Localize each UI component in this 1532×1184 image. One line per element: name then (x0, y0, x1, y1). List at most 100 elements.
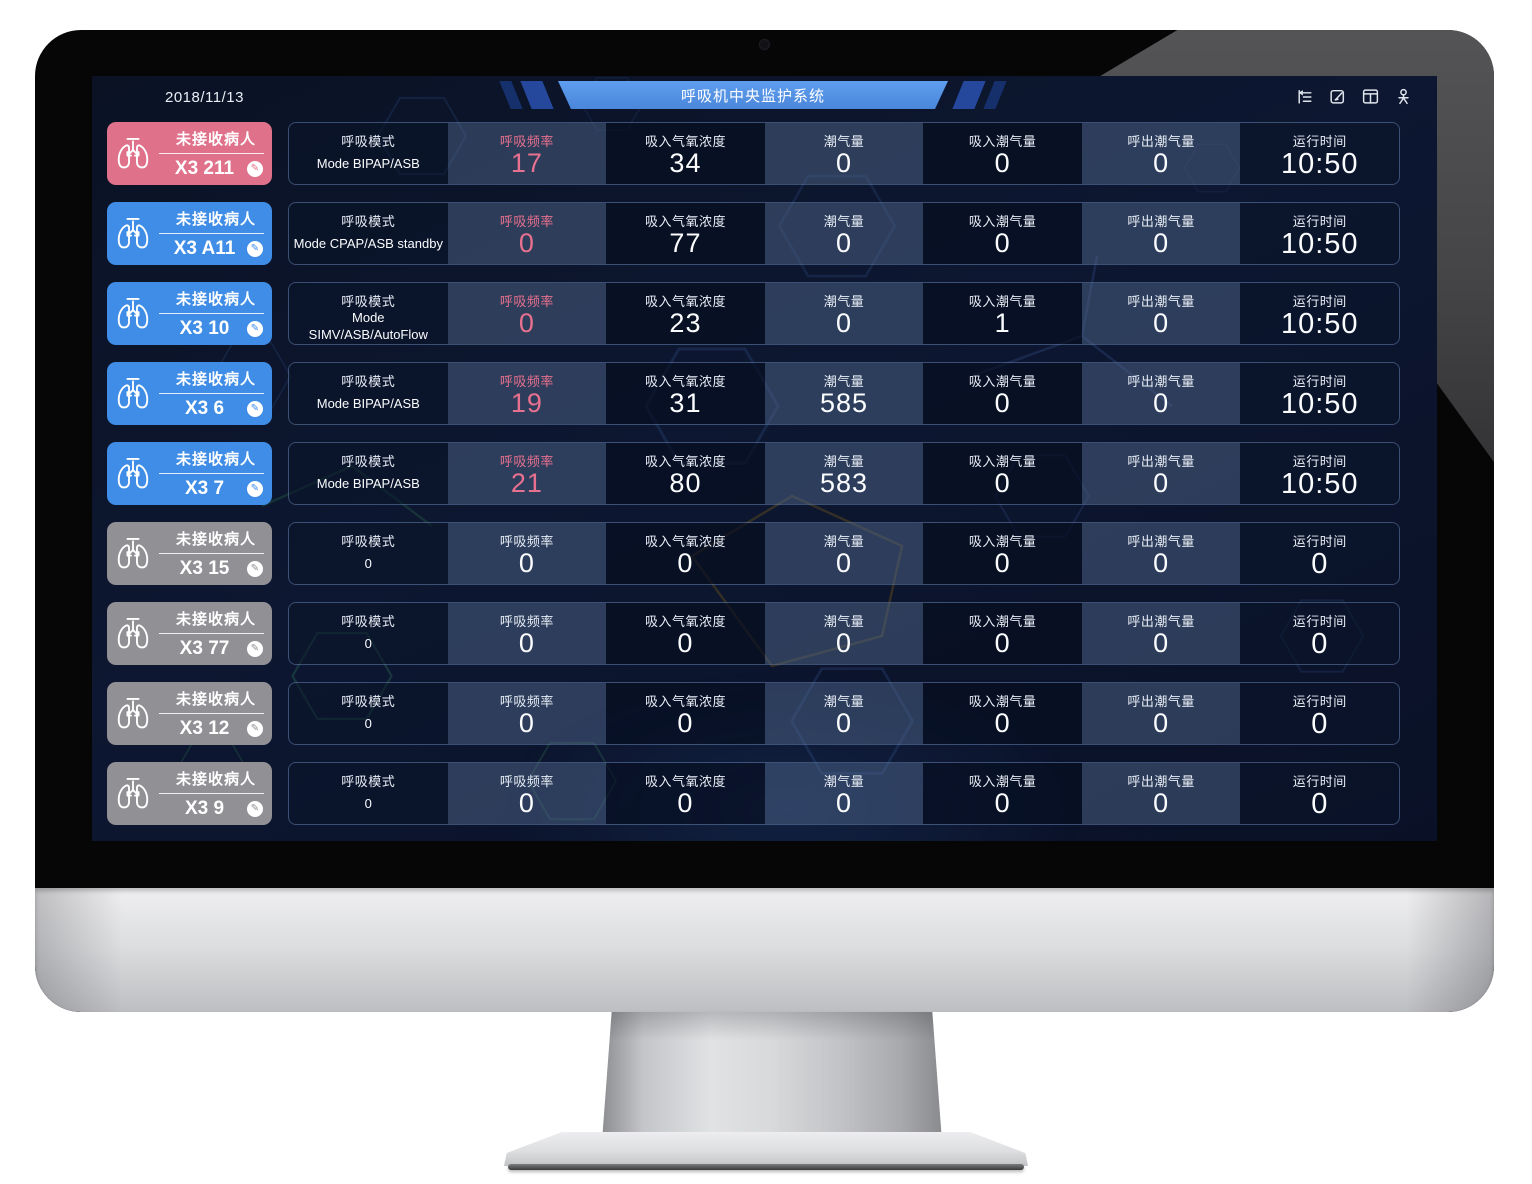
window-layout-icon[interactable] (1361, 87, 1380, 106)
runtime-value: 10:50 (1280, 308, 1359, 340)
fio2-header: 吸入气氧浓度 (644, 774, 726, 789)
tidal-volume-value: 583 (819, 468, 869, 498)
expired-tidal-volume-cell: 呼出潮气量 0 (1081, 603, 1241, 664)
mode-cell: 呼吸模式 0 (289, 683, 448, 744)
tidal-volume-cell: 潮气量 0 (764, 683, 924, 744)
lungs-icon (107, 295, 159, 333)
patient-status-label: 未接收病人 (175, 210, 256, 228)
edit-icon[interactable]: ✎ (247, 160, 263, 177)
respiratory-rate-value: 19 (510, 388, 543, 418)
vitals-panel: 呼吸模式 0 呼吸频率 0 吸入气氧浓度 0 潮气量 0 吸入潮气量 0 呼出潮… (288, 522, 1400, 585)
expired-tidal-volume-cell: 呼出潮气量 0 (1081, 123, 1241, 184)
respiratory-rate-header: 呼吸频率 (499, 694, 554, 709)
expired-tidal-volume-value: 0 (1153, 788, 1170, 818)
edit-icon[interactable]: ✎ (247, 640, 263, 657)
runtime-header: 运行时间 (1292, 534, 1347, 549)
patient-row: 未接收病人 X3 7 ✎ 呼吸模式 Mode BIPAP/ASB 呼吸频率 21… (107, 442, 1400, 505)
card-text: 未接收病人 X3 A11 ✎ (159, 208, 272, 260)
inspired-tidal-volume-cell: 吸入潮气量 0 (923, 123, 1082, 184)
tidal-volume-cell: 潮气量 0 (764, 123, 924, 184)
inspired-tidal-volume-header: 吸入潮气量 (968, 534, 1037, 549)
respiratory-rate-value: 0 (518, 548, 535, 578)
lungs-icon (107, 535, 159, 573)
mode-cell: 呼吸模式 0 (289, 763, 448, 824)
expired-tidal-volume-value: 0 (1153, 628, 1170, 658)
patient-row: 未接收病人 X3 77 ✎ 呼吸模式 0 呼吸频率 0 吸入气氧浓度 0 (107, 602, 1400, 665)
inspired-tidal-volume-cell: 吸入潮气量 1 (923, 283, 1082, 344)
edit-icon[interactable]: ✎ (247, 800, 263, 817)
edit-icon[interactable]: ✎ (247, 240, 263, 257)
tidal-volume-header: 潮气量 (823, 774, 865, 789)
patient-card[interactable]: 未接收病人 X3 A11 ✎ (107, 202, 272, 265)
compose-note-icon[interactable] (1328, 87, 1347, 106)
patient-row: 未接收病人 X3 6 ✎ 呼吸模式 Mode BIPAP/ASB 呼吸频率 19… (107, 362, 1400, 425)
expired-tidal-volume-value: 0 (1153, 148, 1170, 178)
mode-value: 0 (364, 556, 372, 572)
mode-header: 呼吸模式 (341, 134, 396, 149)
bed-id: X3 6 (184, 397, 225, 419)
edit-icon[interactable]: ✎ (247, 720, 263, 737)
patient-card[interactable]: 未接收病人 X3 12 ✎ (107, 682, 272, 745)
patient-card[interactable]: 未接收病人 X3 77 ✎ (107, 602, 272, 665)
runtime-value: 0 (1311, 548, 1329, 580)
runtime-cell: 运行时间 0 (1240, 683, 1399, 744)
mode-value: Mode BIPAP/ASB (316, 476, 420, 492)
edit-icon[interactable]: ✎ (247, 480, 263, 497)
respiratory-rate-value: 0 (518, 788, 535, 818)
inspired-tidal-volume-value: 0 (994, 228, 1011, 258)
date-label: 2018/11/13 (165, 89, 244, 106)
patient-row: 未接收病人 X3 A11 ✎ 呼吸模式 Mode CPAP/ASB standb… (107, 202, 1400, 265)
respiratory-rate-cell: 呼吸频率 0 (447, 523, 607, 584)
card-text: 未接收病人 X3 77 ✎ (159, 608, 272, 660)
respiratory-rate-value: 17 (510, 148, 543, 178)
patient-card[interactable]: 未接收病人 X3 15 ✎ (107, 522, 272, 585)
patient-card[interactable]: 未接收病人 X3 211 ✎ (107, 122, 272, 185)
user-icon[interactable] (1394, 87, 1413, 106)
fio2-cell: 吸入气氧浓度 0 (606, 683, 765, 744)
toolbar-icons (1295, 87, 1413, 106)
vitals-panel: 呼吸模式 Mode BIPAP/ASB 呼吸频率 17 吸入气氧浓度 34 潮气… (288, 122, 1400, 185)
tree-menu-icon[interactable] (1295, 87, 1314, 106)
inspired-tidal-volume-header: 吸入潮气量 (968, 694, 1037, 709)
inspired-tidal-volume-value: 0 (994, 388, 1011, 418)
lungs-icon (107, 135, 159, 173)
inspired-tidal-volume-value: 0 (994, 148, 1011, 178)
bed-id: X3 211 (174, 157, 235, 179)
fio2-cell: 吸入气氧浓度 31 (606, 363, 765, 424)
runtime-cell: 运行时间 0 (1240, 603, 1399, 664)
edit-icon[interactable]: ✎ (247, 320, 263, 337)
patient-status-label: 未接收病人 (175, 610, 256, 628)
lungs-icon (107, 775, 159, 813)
expired-tidal-volume-cell: 呼出潮气量 0 (1081, 683, 1241, 744)
inspired-tidal-volume-value: 1 (994, 308, 1011, 338)
edit-icon[interactable]: ✎ (247, 400, 263, 417)
respiratory-rate-value: 0 (518, 628, 535, 658)
respiratory-rate-header: 呼吸频率 (499, 134, 554, 149)
patient-card[interactable]: 未接收病人 X3 6 ✎ (107, 362, 272, 425)
card-text: 未接收病人 X3 211 ✎ (159, 128, 272, 180)
patient-row: 未接收病人 X3 10 ✎ 呼吸模式 Mode SIMV/ASB/AutoFlo… (107, 282, 1400, 345)
expired-tidal-volume-header: 呼出潮气量 (1127, 454, 1195, 469)
bed-id: X3 12 (179, 717, 230, 739)
tidal-volume-value: 0 (836, 788, 853, 818)
respiratory-rate-header: 呼吸频率 (499, 454, 554, 469)
expired-tidal-volume-value: 0 (1153, 548, 1170, 578)
patient-card[interactable]: 未接收病人 X3 7 ✎ (107, 442, 272, 505)
edit-icon[interactable]: ✎ (247, 560, 263, 577)
tidal-volume-value: 0 (836, 228, 853, 258)
tidal-volume-cell: 潮气量 583 (764, 443, 924, 504)
vitals-panel: 呼吸模式 0 呼吸频率 0 吸入气氧浓度 0 潮气量 0 吸入潮气量 0 呼出潮… (288, 682, 1400, 745)
patient-card[interactable]: 未接收病人 X3 9 ✎ (107, 762, 272, 825)
fio2-cell: 吸入气氧浓度 0 (606, 603, 765, 664)
runtime-header: 运行时间 (1292, 374, 1347, 389)
expired-tidal-volume-cell: 呼出潮气量 0 (1081, 763, 1241, 824)
runtime-value: 10:50 (1280, 468, 1359, 500)
tidal-volume-value: 585 (819, 388, 869, 418)
patient-card[interactable]: 未接收病人 X3 10 ✎ (107, 282, 272, 345)
runtime-cell: 运行时间 0 (1240, 523, 1399, 584)
vitals-panel: 呼吸模式 Mode BIPAP/ASB 呼吸频率 21 吸入气氧浓度 80 潮气… (288, 442, 1400, 505)
patient-row: 未接收病人 X3 211 ✎ 呼吸模式 Mode BIPAP/ASB 呼吸频率 … (107, 122, 1400, 185)
expired-tidal-volume-cell: 呼出潮气量 0 (1081, 443, 1241, 504)
tidal-volume-value: 0 (836, 708, 853, 738)
runtime-cell: 运行时间 10:50 (1240, 123, 1399, 184)
